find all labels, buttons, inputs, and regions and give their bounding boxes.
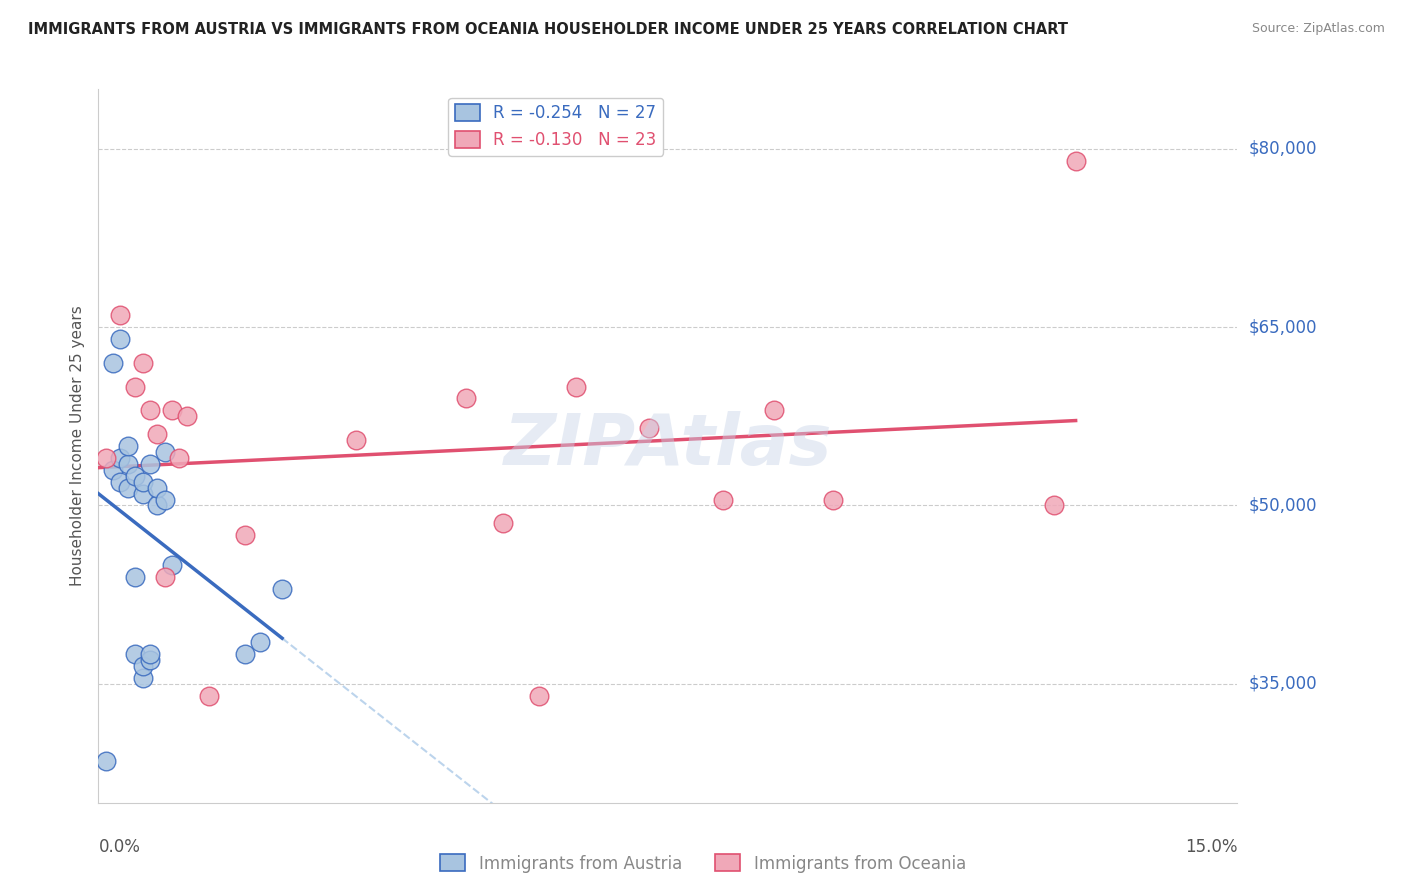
- Point: [1064, 153, 1087, 168]
- Point: [110, 450, 132, 465]
- Point: [94, 754, 117, 768]
- Point: [176, 409, 198, 424]
- Text: ZIPAtlas: ZIPAtlas: [503, 411, 832, 481]
- Point: [491, 516, 513, 531]
- Text: $80,000: $80,000: [1249, 140, 1317, 158]
- Point: [249, 635, 271, 649]
- Point: [146, 427, 169, 442]
- Point: [160, 403, 183, 417]
- Point: [101, 463, 124, 477]
- Point: [153, 445, 176, 459]
- Text: IMMIGRANTS FROM AUSTRIA VS IMMIGRANTS FROM OCEANIA HOUSEHOLDER INCOME UNDER 25 Y: IMMIGRANTS FROM AUSTRIA VS IMMIGRANTS FR…: [28, 22, 1069, 37]
- Text: Source: ZipAtlas.com: Source: ZipAtlas.com: [1251, 22, 1385, 36]
- Point: [160, 558, 183, 572]
- Point: [763, 403, 786, 417]
- Point: [131, 475, 153, 489]
- Point: [344, 433, 367, 447]
- Point: [131, 356, 153, 370]
- Point: [94, 450, 117, 465]
- Point: [117, 439, 139, 453]
- Point: [124, 570, 146, 584]
- Text: $35,000: $35,000: [1249, 675, 1317, 693]
- Point: [271, 582, 294, 596]
- Point: [110, 332, 132, 346]
- Point: [131, 671, 153, 685]
- Point: [823, 492, 845, 507]
- Text: 0.0%: 0.0%: [98, 838, 141, 856]
- Point: [139, 647, 162, 661]
- Point: [153, 570, 176, 584]
- Point: [167, 450, 190, 465]
- Point: [529, 689, 551, 703]
- Point: [146, 499, 169, 513]
- Point: [139, 403, 162, 417]
- Point: [124, 468, 146, 483]
- Legend: Immigrants from Austria, Immigrants from Oceania: Immigrants from Austria, Immigrants from…: [433, 847, 973, 880]
- Point: [565, 379, 588, 393]
- Y-axis label: Householder Income Under 25 years: Householder Income Under 25 years: [69, 306, 84, 586]
- Point: [117, 481, 139, 495]
- Point: [454, 392, 477, 406]
- Text: $50,000: $50,000: [1249, 497, 1317, 515]
- Point: [139, 457, 162, 471]
- Point: [124, 647, 146, 661]
- Text: $65,000: $65,000: [1249, 318, 1317, 336]
- Point: [139, 653, 162, 667]
- Legend: R = -0.254   N = 27, R = -0.130   N = 23: R = -0.254 N = 27, R = -0.130 N = 23: [449, 97, 664, 155]
- Point: [117, 457, 139, 471]
- Point: [131, 659, 153, 673]
- Point: [131, 486, 153, 500]
- Text: 15.0%: 15.0%: [1185, 838, 1237, 856]
- Point: [153, 492, 176, 507]
- Point: [235, 528, 257, 542]
- Point: [197, 689, 219, 703]
- Point: [711, 492, 734, 507]
- Point: [638, 421, 661, 435]
- Point: [235, 647, 257, 661]
- Point: [110, 308, 132, 322]
- Point: [101, 356, 124, 370]
- Point: [146, 481, 169, 495]
- Point: [110, 475, 132, 489]
- Point: [124, 379, 146, 393]
- Point: [1042, 499, 1064, 513]
